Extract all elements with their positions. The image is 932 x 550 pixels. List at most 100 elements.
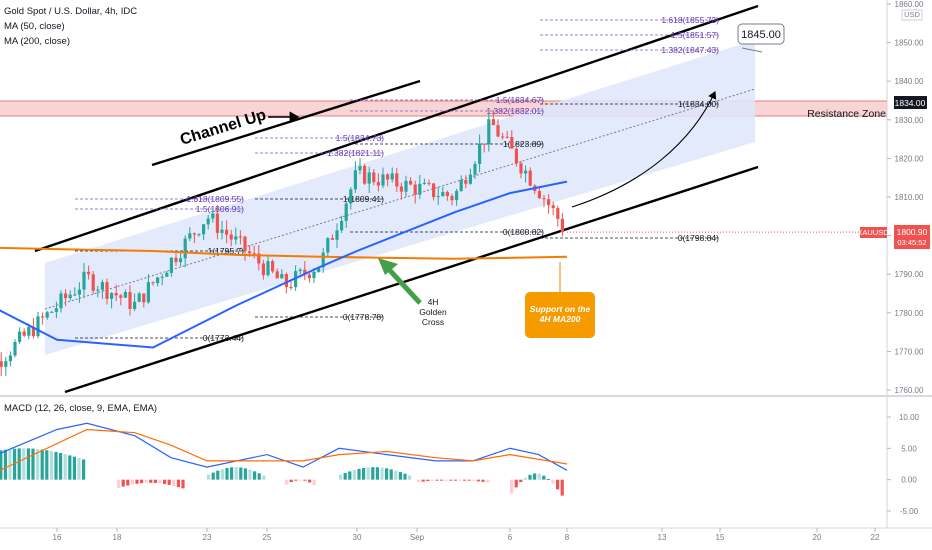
candle-body xyxy=(183,238,187,259)
macd-hist-bar xyxy=(362,467,366,480)
candle-body xyxy=(123,292,127,298)
signal-line xyxy=(0,428,568,472)
macd-legend[interactable]: MACD (12, 26, close, 9, EMA, EMA) xyxy=(4,403,158,414)
candle-body xyxy=(367,172,371,184)
candle-body xyxy=(22,331,26,336)
candle-body xyxy=(41,316,45,318)
fib-level-label: 0(1798.84) xyxy=(678,233,719,243)
macd-hist-bar xyxy=(144,479,148,483)
macd-tick-label: -5.00 xyxy=(900,507,919,516)
candle-body xyxy=(243,236,247,252)
macd-hist-bar xyxy=(426,479,430,482)
candle-body xyxy=(31,327,35,337)
time-tick-label: 8 xyxy=(565,533,570,542)
candle-body xyxy=(524,170,528,174)
currency-box[interactable] xyxy=(901,9,923,21)
candle-body xyxy=(363,165,367,184)
fib-level-label: 1.5(1806.91) xyxy=(196,204,244,214)
macd-hist-bar xyxy=(435,479,439,481)
candle-body xyxy=(64,293,68,299)
macd-tick-label: 5.00 xyxy=(901,444,917,453)
time-tick-label: 20 xyxy=(813,533,822,542)
channel-upper-line[interactable] xyxy=(34,4,759,253)
macd-hist-bar xyxy=(253,471,257,480)
candle-body xyxy=(404,180,408,192)
price-tick-label: 1830.00 xyxy=(895,116,924,125)
macd-hist-bar xyxy=(348,471,352,480)
macd-line xyxy=(0,422,568,471)
macd-hist-bar xyxy=(486,479,490,483)
candle-body xyxy=(45,312,49,318)
candle-body xyxy=(151,282,155,284)
candle-body xyxy=(114,293,118,296)
fib-level-label: 1.5(1824.73) xyxy=(336,133,384,143)
macd-hist-bar xyxy=(54,451,58,480)
candle-body xyxy=(137,293,141,302)
candle-body xyxy=(275,271,279,279)
ma200-legend[interactable]: MA (200, close) xyxy=(4,36,70,47)
candle-body xyxy=(77,289,81,295)
candle-body xyxy=(312,271,316,279)
macd-hist-bar xyxy=(398,472,402,480)
macd-hist-bar xyxy=(357,468,361,480)
candle-body xyxy=(390,173,394,180)
fib-level-label: 1.618(1809.55) xyxy=(186,194,244,204)
candle-body xyxy=(468,174,472,184)
time-tick-label: 16 xyxy=(53,533,62,542)
price-tick-label: 1760.00 xyxy=(895,386,924,395)
fib-level-label: 1(1834.00) xyxy=(678,99,719,109)
macd-hist-bar xyxy=(207,474,211,480)
macd-hist-bar xyxy=(289,479,293,483)
candle-body xyxy=(330,238,334,240)
projection-arrow xyxy=(571,91,717,208)
resistance-price-tag xyxy=(894,96,927,109)
macd-histogram xyxy=(0,448,564,496)
candle-body xyxy=(169,257,173,273)
candle-body xyxy=(445,192,449,197)
golden-cross-arrow-head xyxy=(378,258,398,275)
fib-level-label: 1.5(1851.57) xyxy=(671,30,719,40)
candle-body xyxy=(8,355,12,362)
macd-hist-bar xyxy=(542,475,546,480)
macd-hist-bar xyxy=(440,479,444,481)
macd-hist-bar xyxy=(403,473,407,480)
macd-hist-bar xyxy=(371,467,375,480)
candle-body xyxy=(505,136,509,138)
last-price-text: 1800.90 xyxy=(897,227,928,237)
fib-level-label: 1(1809.41) xyxy=(343,194,384,204)
macd-hist-bar xyxy=(298,479,302,481)
channel-lower-line[interactable] xyxy=(64,165,759,394)
ma50-legend[interactable]: MA (50, close) xyxy=(4,21,65,32)
candle-body xyxy=(317,267,321,272)
candle-body xyxy=(50,311,54,313)
candle-body xyxy=(188,233,192,239)
candle-body xyxy=(100,282,104,290)
macd-hist-bar xyxy=(303,479,307,481)
channel-fill xyxy=(45,40,755,355)
candle-body xyxy=(427,182,431,184)
macd-hist-bar xyxy=(444,479,448,481)
macd-hist-bar xyxy=(519,479,523,483)
candle-body xyxy=(215,213,219,233)
candle-body xyxy=(307,274,311,279)
support-note: Support on the 4H MA200 xyxy=(529,304,591,324)
price-tick-label: 1840.00 xyxy=(895,77,924,86)
macd-hist-bar xyxy=(312,479,316,486)
golden-cross-label: 4H Golden Cross xyxy=(419,297,447,327)
candle-body xyxy=(422,182,426,184)
time-tick-label: 22 xyxy=(871,533,880,542)
channel-short-line[interactable] xyxy=(151,79,421,167)
macd-hist-bar xyxy=(17,448,21,480)
fib-level-label: 0(1778.78) xyxy=(343,312,384,322)
support-callout-box[interactable] xyxy=(525,292,595,338)
candle-body xyxy=(59,293,63,309)
macd-hist-bar xyxy=(77,458,81,480)
price-tick-label: 1850.00 xyxy=(895,39,924,48)
candle-body xyxy=(450,196,454,201)
symbol-legend[interactable]: Gold Spot / U.S. Dollar, 4h, IDC xyxy=(4,6,138,17)
candle-body xyxy=(220,229,224,233)
candle-body xyxy=(418,183,422,195)
candle-body xyxy=(68,294,72,299)
target-callout-box[interactable] xyxy=(737,23,785,45)
